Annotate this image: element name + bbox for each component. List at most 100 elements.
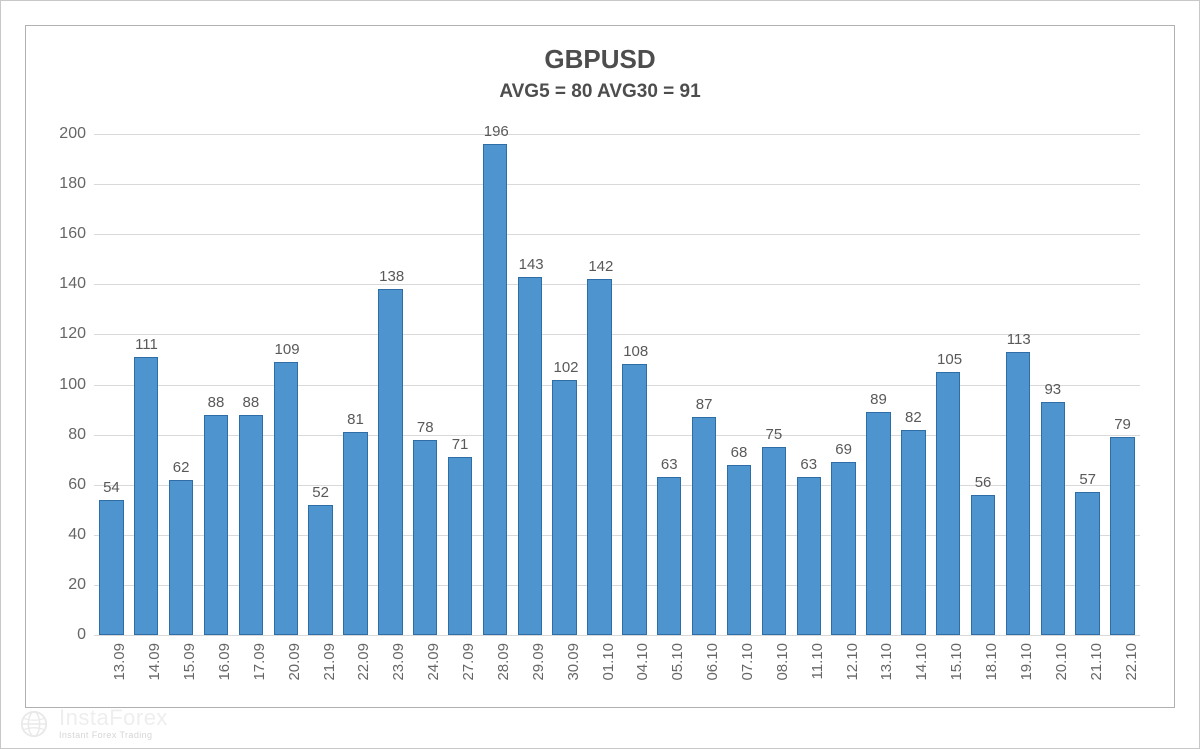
x-axis-label: 17.09 bbox=[251, 643, 268, 681]
x-axis-label: 06.10 bbox=[704, 643, 721, 681]
x-axis-label: 15.09 bbox=[181, 643, 198, 681]
bar-slot: 6305.10 bbox=[652, 134, 687, 635]
bar: 105 bbox=[936, 372, 960, 635]
x-axis-label: 24.09 bbox=[425, 643, 442, 681]
bar-slot: 9320.10 bbox=[1035, 134, 1070, 635]
bar-slot: 6311.10 bbox=[791, 134, 826, 635]
bar: 102 bbox=[552, 380, 576, 636]
x-axis-label: 05.10 bbox=[669, 643, 686, 681]
bar: 87 bbox=[692, 417, 716, 635]
bar-slot: 8706.10 bbox=[687, 134, 722, 635]
bar-value-label: 54 bbox=[100, 479, 122, 496]
bar-slot: 19628.09 bbox=[478, 134, 513, 635]
globe-icon bbox=[19, 709, 49, 739]
bar-value-label: 196 bbox=[484, 123, 506, 140]
bar-value-label: 63 bbox=[658, 456, 680, 473]
bar-value-label: 138 bbox=[379, 268, 401, 285]
bar: 93 bbox=[1041, 402, 1065, 635]
bar: 88 bbox=[204, 415, 228, 635]
bar-value-label: 62 bbox=[170, 459, 192, 476]
x-axis-label: 20.10 bbox=[1053, 643, 1070, 681]
watermark-brand: InstaForex bbox=[59, 707, 168, 729]
chart-inner: GBPUSD AVG5 = 80 AVG30 = 91 020406080100… bbox=[25, 25, 1175, 708]
bar-slot: 5721.10 bbox=[1070, 134, 1105, 635]
bar-slot: 10920.09 bbox=[268, 134, 303, 635]
x-axis-label: 21.09 bbox=[321, 643, 338, 681]
chart-subtitle: AVG5 = 80 AVG30 = 91 bbox=[26, 81, 1174, 103]
bar: 113 bbox=[1006, 352, 1030, 635]
bar-slot: 11114.09 bbox=[129, 134, 164, 635]
x-axis-label: 12.10 bbox=[844, 643, 861, 681]
bar-slot: 6807.10 bbox=[722, 134, 757, 635]
y-axis-label: 160 bbox=[46, 225, 86, 243]
bar-slot: 8816.09 bbox=[199, 134, 234, 635]
y-axis-label: 180 bbox=[46, 175, 86, 193]
x-axis-label: 27.09 bbox=[460, 643, 477, 681]
x-axis-label: 22.10 bbox=[1123, 643, 1140, 681]
bar: 88 bbox=[239, 415, 263, 635]
bar-slot: 8913.10 bbox=[861, 134, 896, 635]
y-axis-label: 60 bbox=[46, 476, 86, 494]
bar-value-label: 68 bbox=[728, 444, 750, 461]
watermark: InstaForex Instant Forex Trading bbox=[19, 707, 168, 740]
bar-value-label: 93 bbox=[1042, 381, 1064, 398]
bar: 109 bbox=[274, 362, 298, 635]
bar: 52 bbox=[308, 505, 332, 635]
bar-value-label: 89 bbox=[867, 391, 889, 408]
bar-slot: 6215.09 bbox=[164, 134, 199, 635]
bar-value-label: 142 bbox=[588, 258, 610, 275]
chart-container: GBPUSD AVG5 = 80 AVG30 = 91 020406080100… bbox=[0, 0, 1200, 749]
bar-slot: 10804.10 bbox=[617, 134, 652, 635]
bar-value-label: 88 bbox=[205, 394, 227, 411]
bar-slot: 8214.10 bbox=[896, 134, 931, 635]
y-axis-label: 20 bbox=[46, 576, 86, 594]
y-axis-label: 40 bbox=[46, 526, 86, 544]
bar: 62 bbox=[169, 480, 193, 635]
bar: 111 bbox=[134, 357, 158, 635]
bar-slot: 11319.10 bbox=[1001, 134, 1036, 635]
x-axis-label: 14.10 bbox=[913, 643, 930, 681]
bar-slot: 7824.09 bbox=[408, 134, 443, 635]
bar-value-label: 78 bbox=[414, 419, 436, 436]
bar: 71 bbox=[448, 457, 472, 635]
x-axis-label: 13.10 bbox=[878, 643, 895, 681]
x-axis-label: 28.09 bbox=[495, 643, 512, 681]
bar-slot: 5413.09 bbox=[94, 134, 129, 635]
bar: 89 bbox=[866, 412, 890, 635]
x-axis-label: 14.09 bbox=[146, 643, 163, 681]
bar: 142 bbox=[587, 279, 611, 635]
bar: 75 bbox=[762, 447, 786, 635]
bar: 63 bbox=[657, 477, 681, 635]
bar: 143 bbox=[518, 277, 542, 635]
x-axis-label: 11.10 bbox=[809, 643, 826, 679]
bar: 82 bbox=[901, 430, 925, 635]
bar-value-label: 102 bbox=[553, 359, 575, 376]
bar: 79 bbox=[1110, 437, 1134, 635]
x-axis-label: 07.10 bbox=[739, 643, 756, 681]
bar-value-label: 75 bbox=[763, 426, 785, 443]
bar-slot: 14329.09 bbox=[512, 134, 547, 635]
watermark-tagline: Instant Forex Trading bbox=[59, 731, 168, 740]
bar-value-label: 81 bbox=[344, 411, 366, 428]
bar: 81 bbox=[343, 432, 367, 635]
bar-value-label: 109 bbox=[275, 341, 297, 358]
x-axis-label: 15.10 bbox=[948, 643, 965, 681]
bar-value-label: 105 bbox=[937, 351, 959, 368]
x-axis-label: 04.10 bbox=[634, 643, 651, 681]
bar: 57 bbox=[1075, 492, 1099, 635]
y-axis-label: 80 bbox=[46, 426, 86, 444]
x-axis-label: 22.09 bbox=[355, 643, 372, 681]
bar: 69 bbox=[831, 462, 855, 635]
bar: 108 bbox=[622, 364, 646, 635]
bar-value-label: 88 bbox=[240, 394, 262, 411]
bar: 68 bbox=[727, 465, 751, 635]
bar-slot: 14201.10 bbox=[582, 134, 617, 635]
bar-slot: 10230.09 bbox=[547, 134, 582, 635]
bar-slot: 6912.10 bbox=[826, 134, 861, 635]
bar-slot: 13823.09 bbox=[373, 134, 408, 635]
bar-value-label: 52 bbox=[309, 484, 331, 501]
bar: 78 bbox=[413, 440, 437, 635]
bar-slot: 7922.10 bbox=[1105, 134, 1140, 635]
bar-value-label: 82 bbox=[902, 409, 924, 426]
x-axis-label: 21.10 bbox=[1088, 643, 1105, 681]
